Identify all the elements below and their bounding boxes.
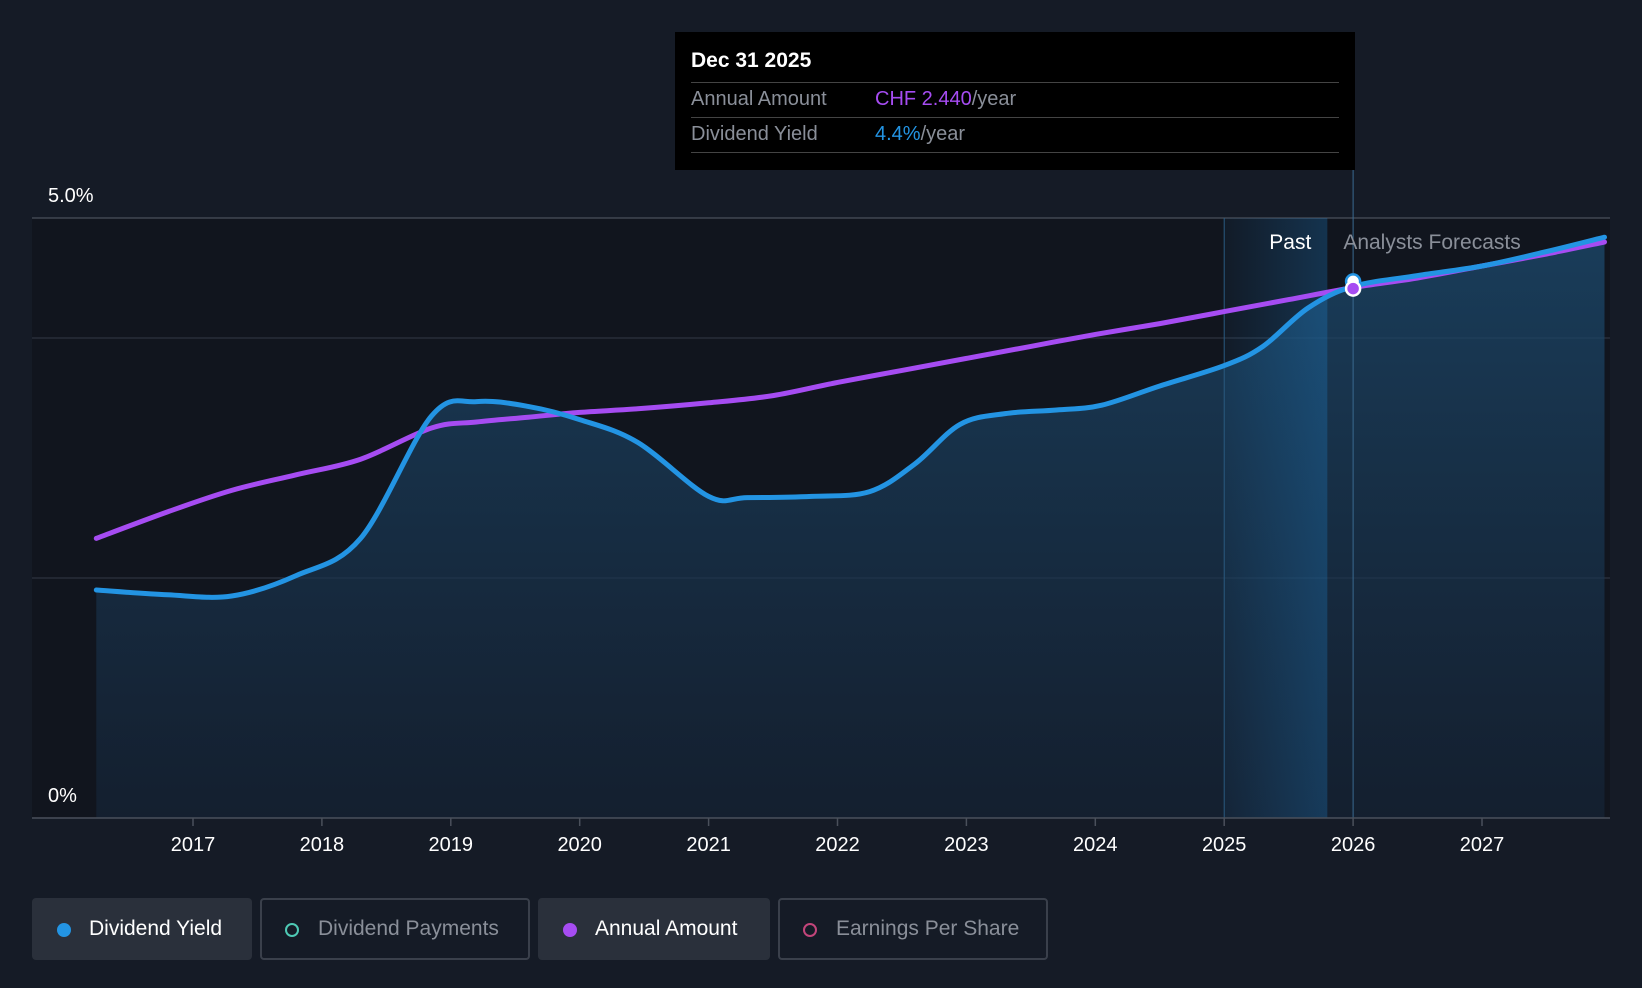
x-tick-label: 2020 — [557, 834, 602, 856]
dividend-yield-dot-icon — [57, 923, 71, 937]
x-tick-label: 2023 — [944, 834, 989, 856]
tooltip-yield-label: Dividend Yield — [691, 123, 818, 145]
y-tick-label: 5.0% — [48, 185, 94, 207]
tooltip-yield-unit: /year — [920, 123, 966, 145]
x-tick-label: 2017 — [171, 834, 216, 856]
earnings-per-share-ring-icon — [803, 923, 817, 937]
dividend-yield-line — [93, 234, 1607, 600]
x-tick-label: 2022 — [815, 834, 860, 856]
annual-amount-dot-icon — [563, 923, 577, 937]
legend-label: Dividend Yield — [89, 917, 223, 940]
x-tick-label: 2026 — [1331, 834, 1376, 856]
x-tick-label: 2024 — [1073, 834, 1118, 856]
y-axis-labels: 5.0% 0% — [48, 185, 94, 807]
legend-dividend-yield[interactable]: Dividend Yield — [32, 898, 252, 960]
legend-label: Earnings Per Share — [836, 917, 1020, 940]
dividend-payments-ring-icon — [285, 923, 299, 937]
x-tick-label: 2019 — [429, 834, 474, 856]
legend-earnings-per-share[interactable]: Earnings Per Share — [778, 898, 1048, 960]
legend-label: Dividend Payments — [318, 917, 499, 940]
tooltip-annual-row: Annual Amount CHF 2.440/year — [691, 83, 1339, 118]
past-label: Past — [1269, 231, 1311, 254]
annual-amount-marker[interactable] — [1344, 280, 1362, 297]
tooltip-yield-value: 4.4% — [875, 123, 921, 145]
hover-tooltip: Dec 31 2025 Annual Amount CHF 2.440/year … — [675, 32, 1355, 170]
tooltip-annual-label: Annual Amount — [691, 88, 827, 110]
x-tick-label: 2021 — [686, 834, 731, 856]
tooltip-annual-unit: /year — [971, 88, 1017, 110]
tooltip-yield-row: Dividend Yield 4.4%/year — [691, 118, 1339, 153]
tooltip-date: Dec 31 2025 — [691, 46, 1339, 83]
y-tick-label: 0% — [48, 785, 77, 807]
x-tick-label: 2025 — [1202, 834, 1247, 856]
x-tick-label: 2027 — [1460, 834, 1505, 856]
tooltip-annual-value: CHF 2.440 — [875, 88, 972, 110]
legend-annual-amount[interactable]: Annual Amount — [538, 898, 770, 960]
analysts-forecasts-label: Analysts Forecasts — [1343, 231, 1520, 254]
legend-label: Annual Amount — [595, 917, 738, 940]
x-axis-ticks: 2017 2018 2019 2020 2021 2022 2023 2024 2025 2026… — [171, 818, 1505, 856]
past-region-highlight — [1224, 218, 1328, 818]
x-tick-label: 2018 — [300, 834, 345, 856]
legend-dividend-payments[interactable]: Dividend Payments — [260, 898, 530, 960]
